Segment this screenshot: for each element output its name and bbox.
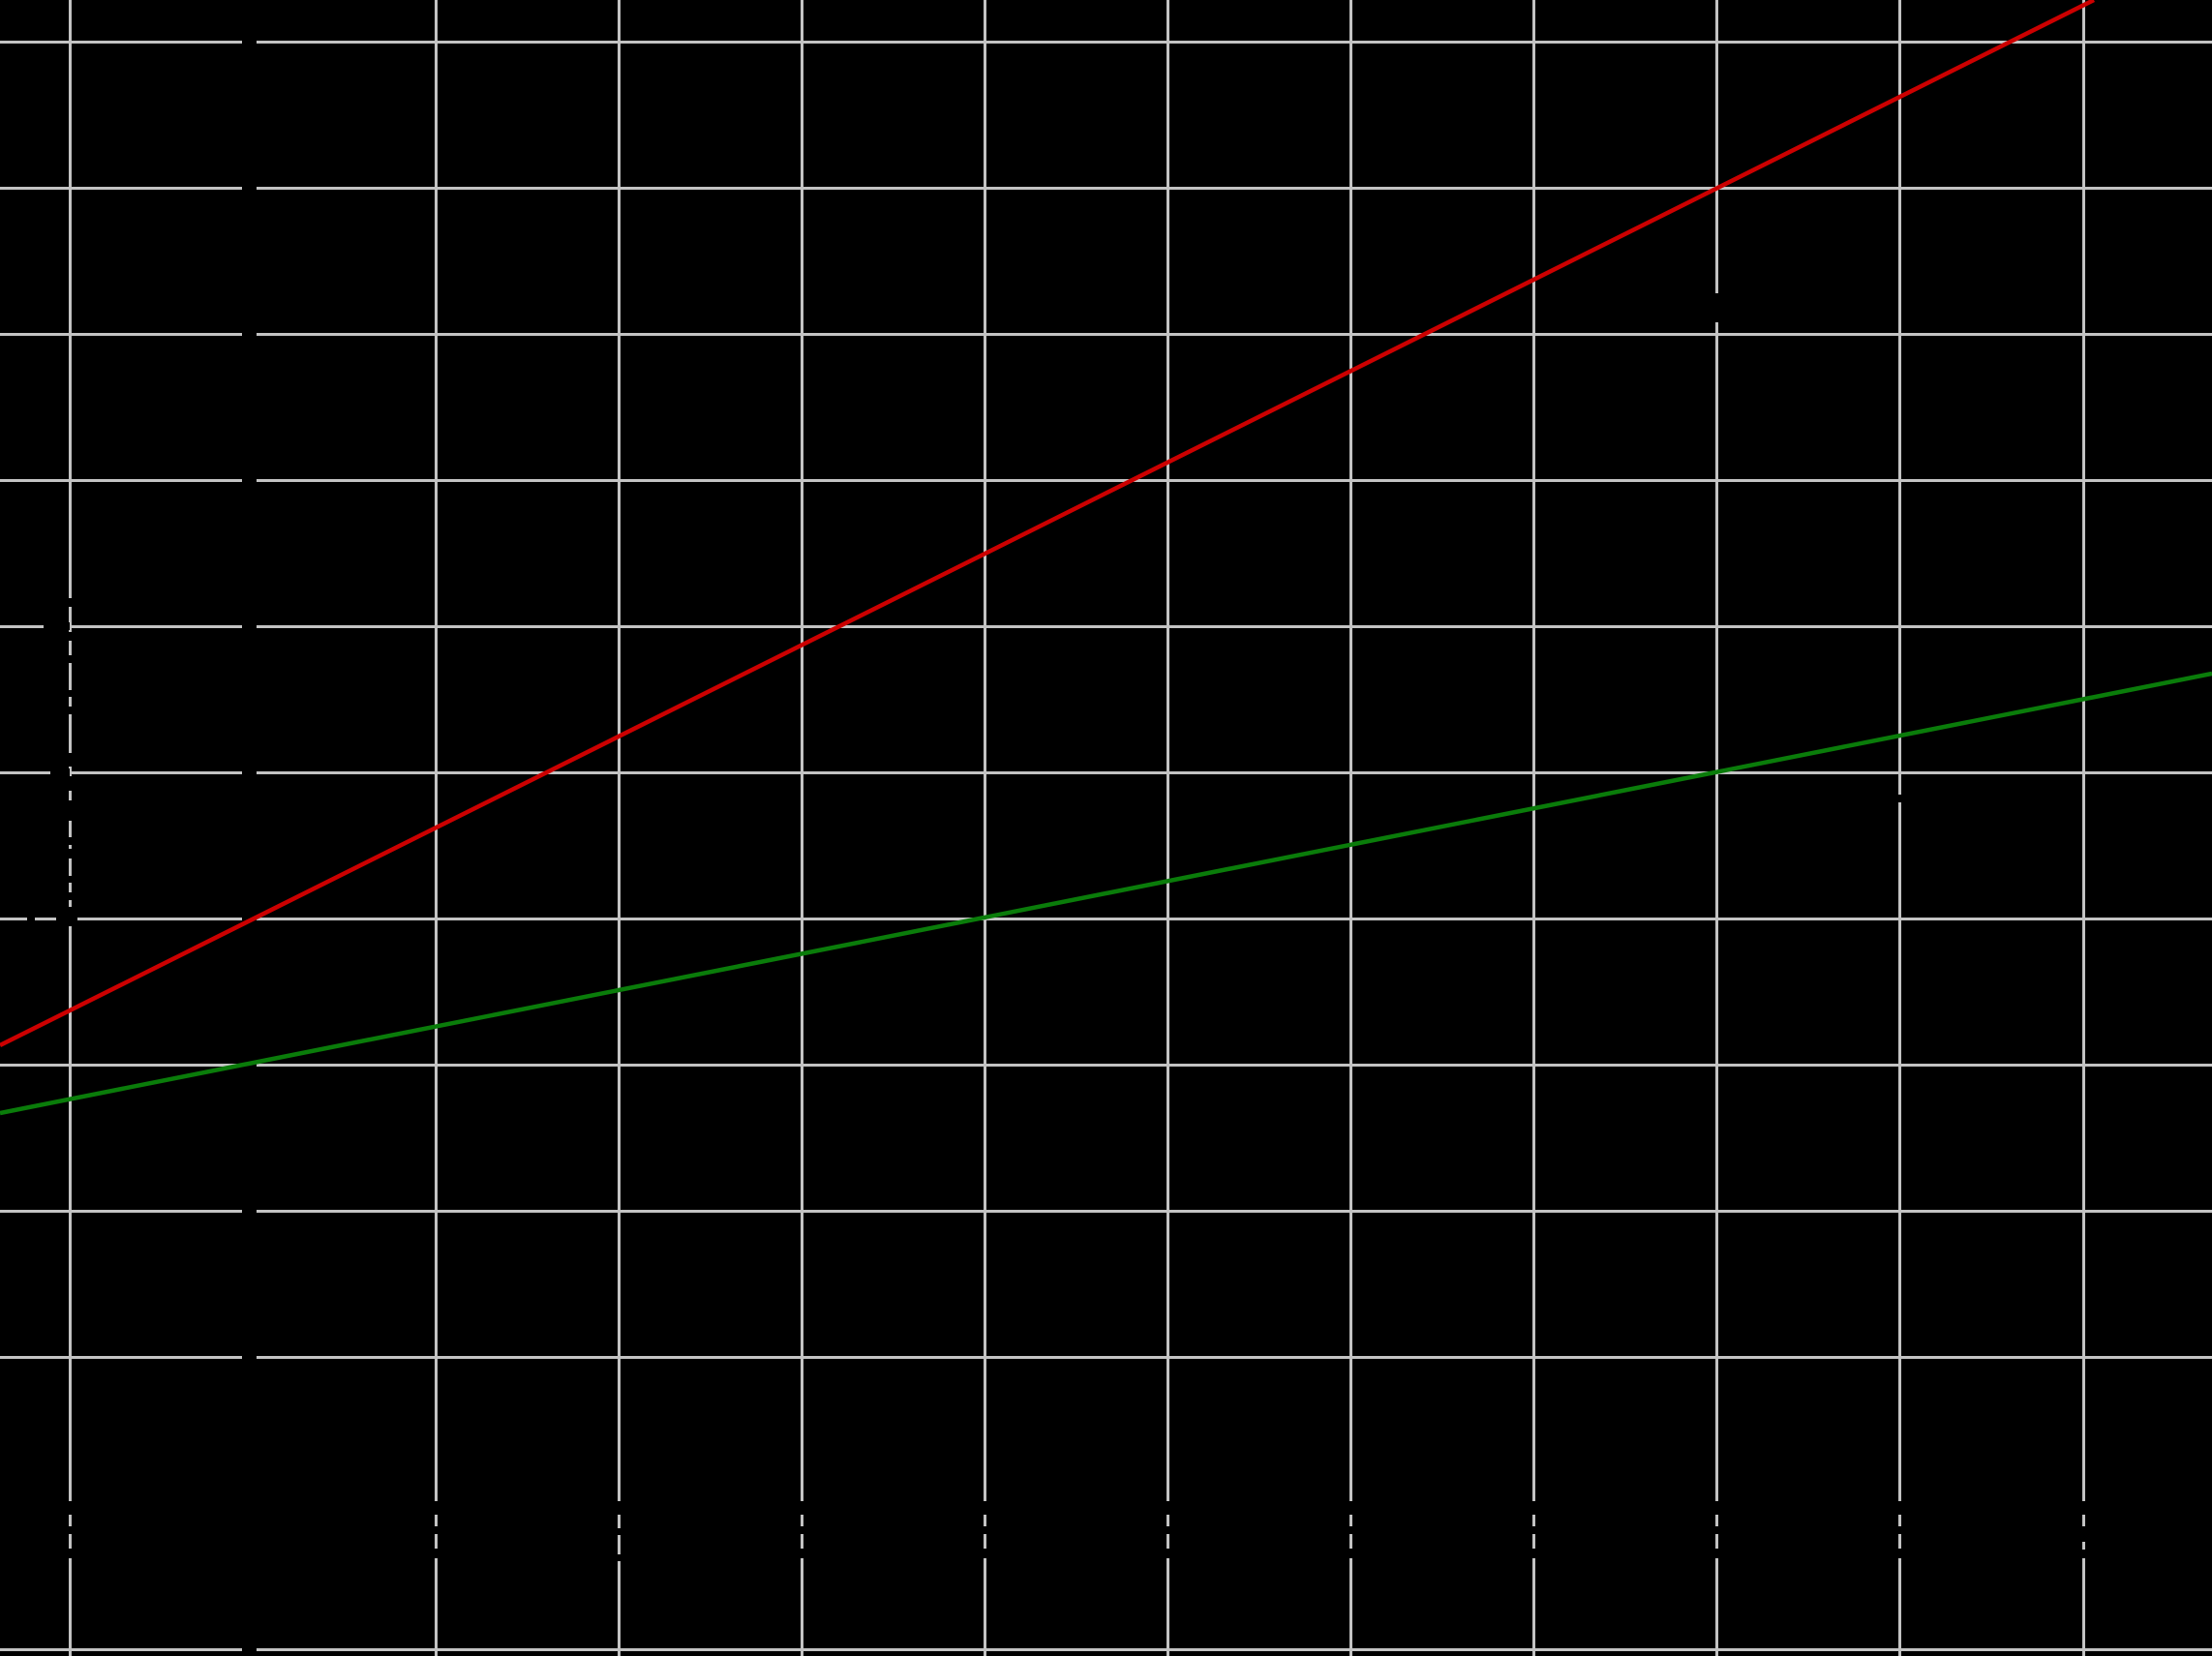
label-fragment	[1711, 1526, 1722, 1534]
label-fragment	[64, 1549, 76, 1558]
label-fragment	[62, 598, 76, 607]
label-fragment	[64, 1526, 76, 1534]
red-line	[0, 0, 2096, 1048]
label-fragment	[1528, 1526, 1539, 1534]
vertical-gridline	[983, 0, 986, 1656]
y-axis-tick	[242, 1208, 256, 1214]
vertical-gridline	[1897, 0, 1901, 1656]
label-fragment	[430, 1526, 441, 1534]
x-axis-tick	[1713, 1501, 1719, 1515]
horizontal-gridline	[0, 478, 2212, 482]
label-fragment	[1894, 1526, 1905, 1534]
vertical-gridline	[2081, 0, 2085, 1656]
label-fragment	[1894, 795, 1905, 802]
y-axis-tick	[242, 623, 256, 629]
label-fragment	[1528, 1549, 1539, 1558]
label-fragment	[62, 837, 76, 845]
horizontal-gridline	[0, 40, 2212, 44]
label-fragment	[1894, 1549, 1905, 1558]
horizontal-gridline	[0, 1209, 2212, 1213]
label-fragment	[1711, 293, 1722, 322]
label-fragment	[2077, 1526, 2089, 1542]
x-axis-tick	[1896, 1501, 1902, 1515]
label-fragment	[62, 849, 76, 858]
y-axis-tick	[242, 331, 256, 337]
x-axis-tick	[982, 1501, 987, 1515]
green-line	[0, 671, 2212, 1116]
label-fragment	[613, 1528, 624, 1535]
y-axis-tick	[242, 916, 256, 921]
y-axis-tick	[242, 39, 256, 45]
label-fragment	[62, 707, 76, 714]
vertical-gridline	[617, 0, 621, 1656]
label-fragment	[979, 1549, 990, 1558]
label-fragment	[1162, 1526, 1175, 1534]
label-fragment	[1345, 1526, 1356, 1534]
y-axis-tick	[242, 477, 256, 483]
label-fragment	[56, 753, 76, 767]
vertical-gridline	[1166, 0, 1169, 1656]
label-fragment	[62, 892, 76, 900]
x-axis-tick	[67, 1501, 73, 1515]
x-axis-tick	[1348, 1501, 1353, 1515]
label-fragment	[796, 1549, 807, 1558]
y-axis-tick	[242, 185, 256, 191]
horizontal-gridline	[0, 917, 2212, 920]
label-fragment	[62, 776, 76, 791]
horizontal-gridline	[0, 186, 2212, 190]
label-fragment	[1345, 1549, 1356, 1558]
horizontal-gridline	[0, 1355, 2212, 1359]
label-fragment	[62, 632, 76, 641]
label-fragment	[979, 1526, 990, 1534]
label-fragment	[62, 655, 76, 663]
x-axis-tick	[2080, 1501, 2086, 1515]
label-fragment	[50, 768, 70, 776]
label-fragment	[44, 622, 70, 630]
y-axis	[251, 0, 257, 1656]
x-axis-tick	[799, 1501, 804, 1515]
label-fragment	[1162, 1549, 1175, 1558]
x-axis-tick	[1165, 1501, 1170, 1515]
label-fragment	[62, 876, 76, 883]
vertical-gridline	[800, 0, 803, 1656]
label-fragment	[2077, 1550, 2089, 1558]
label-fragment	[27, 915, 35, 922]
x-axis-tick	[616, 1501, 621, 1515]
vertical-gridline	[1531, 0, 1535, 1656]
label-fragment	[1711, 1549, 1722, 1558]
y-axis-tick	[242, 769, 256, 775]
y-axis-tick	[242, 1354, 256, 1360]
label-fragment	[62, 690, 76, 697]
horizontal-gridline	[0, 1647, 2212, 1651]
x-axis	[0, 1500, 2212, 1506]
label-fragment	[796, 1526, 807, 1534]
label-fragment	[613, 1554, 624, 1561]
vertical-gridline	[1714, 0, 1718, 1656]
y-axis-tick	[242, 1646, 256, 1652]
horizontal-gridline	[0, 1063, 2212, 1067]
label-fragment	[60, 915, 77, 922]
vertical-gridline	[1348, 0, 1352, 1656]
horizontal-gridline	[0, 624, 2212, 628]
horizontal-gridline	[0, 332, 2212, 336]
x-axis-tick	[1530, 1501, 1536, 1515]
vertical-gridline	[68, 0, 72, 1656]
label-fragment	[430, 1549, 441, 1558]
horizontal-gridline	[0, 770, 2212, 774]
x-axis-tick	[433, 1501, 439, 1515]
label-fragment	[56, 800, 76, 821]
